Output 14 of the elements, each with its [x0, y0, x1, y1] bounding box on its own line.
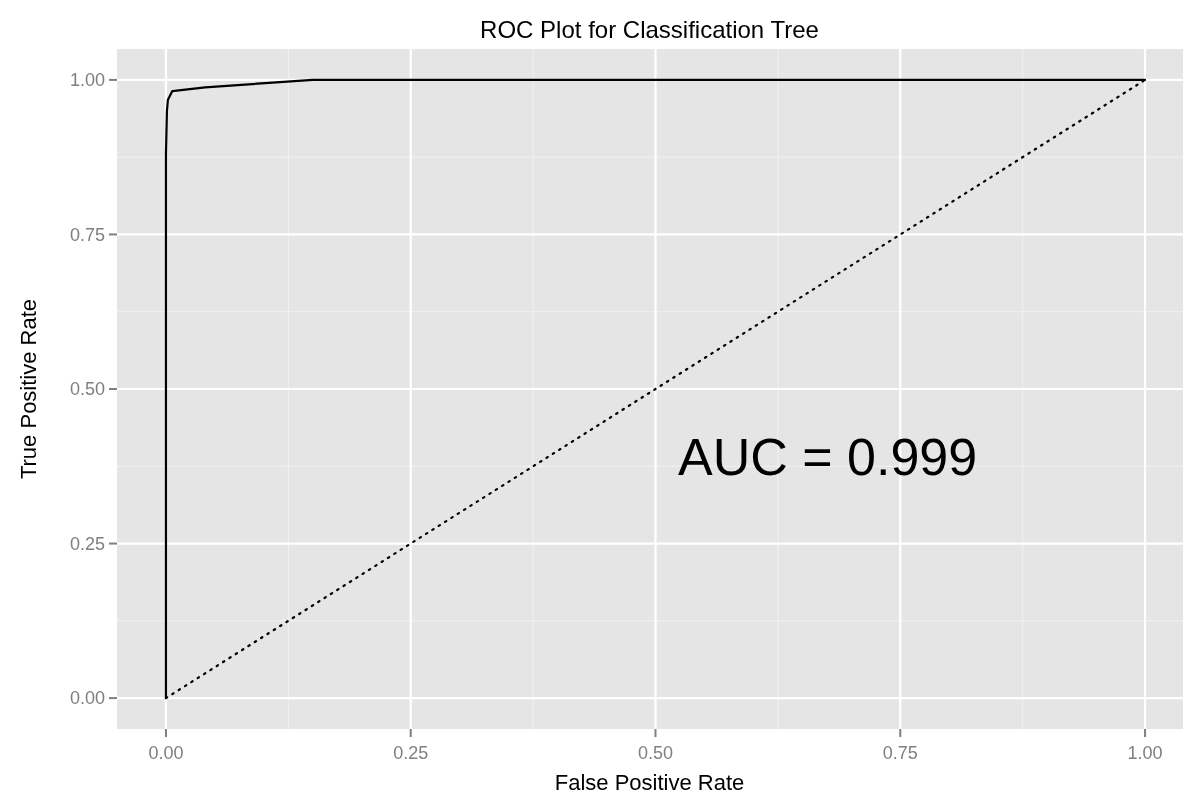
y-tick-label: 0.75 [69, 224, 105, 245]
y-axis-title: True Positive Rate [16, 298, 41, 480]
chart-title: ROC Plot for Classification Tree [480, 16, 819, 43]
y-tick-label: 0.25 [69, 533, 105, 554]
x-tick-label: 0.75 [882, 743, 918, 763]
x-tick-label: 0.00 [148, 743, 184, 763]
x-tick-label: 0.25 [393, 743, 429, 763]
x-tick-label: 0.50 [637, 743, 674, 763]
y-tick-label: 1.00 [69, 70, 105, 91]
annotation: AUC = 0.999 [678, 428, 978, 486]
y-tick-label: 0.50 [69, 379, 105, 400]
x-tick-label: 1.00 [1127, 743, 1163, 763]
x-axis-title: False Positive Rate [554, 770, 745, 795]
y-tick-label: 0.00 [69, 688, 105, 709]
